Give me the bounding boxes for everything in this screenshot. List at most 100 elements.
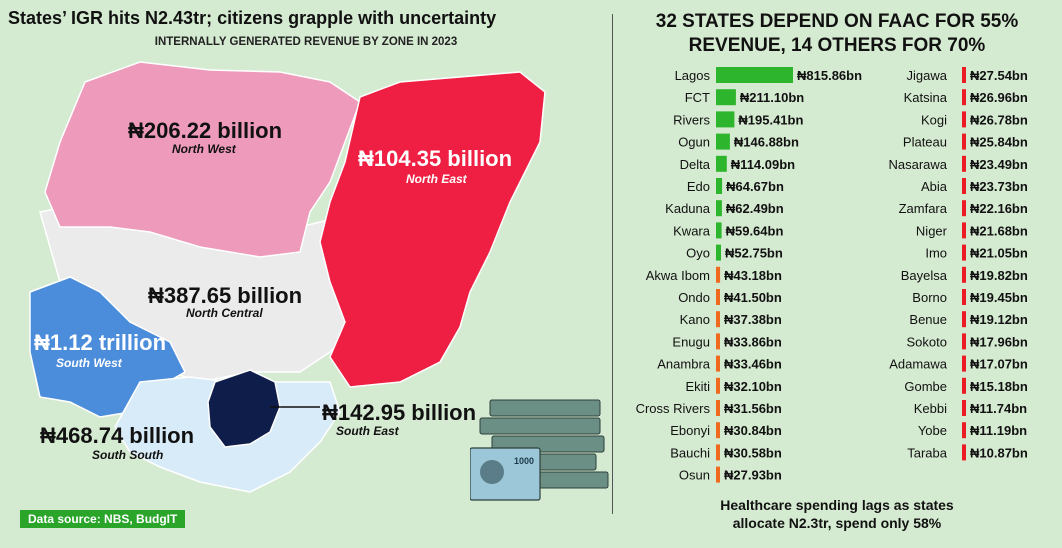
bar-category-label: Plateau: [903, 135, 947, 150]
bar: [962, 400, 966, 416]
svg-text:1000: 1000: [514, 456, 534, 466]
bar-value-label: ₦146.88bn: [734, 135, 799, 150]
bar-category-label: Delta: [680, 157, 711, 172]
north-west-name: North West: [172, 142, 236, 156]
south-east-value: ₦142.95 billion: [322, 400, 477, 425]
bar-category-label: Ogun: [678, 135, 710, 150]
bar: [962, 89, 966, 106]
bar-category-label: Adamawa: [889, 357, 948, 372]
zone-north-east: [319, 71, 546, 388]
bar-category-label: Jigawa: [907, 68, 948, 83]
bar: [962, 377, 966, 394]
bar-category-label: Ebonyi: [670, 423, 710, 438]
bar-value-label: ₦31.56bn: [724, 401, 782, 416]
south-west-name: South West: [56, 356, 122, 370]
bar: [716, 222, 722, 239]
bar-value-label: ₦23.73bn: [970, 179, 1028, 194]
bar: [716, 466, 720, 483]
bar-value-label: ₦211.10bn: [740, 90, 804, 105]
bar-value-label: ₦114.09bn: [731, 157, 795, 172]
bar: [962, 200, 966, 217]
bar: [716, 67, 793, 83]
bar-value-label: ₦30.84bn: [724, 423, 782, 438]
south-east-name: South East: [336, 424, 399, 438]
bar: [716, 155, 727, 172]
bar-value-label: ₦21.68bn: [970, 223, 1028, 238]
bar-value-label: ₦52.75bn: [725, 246, 783, 261]
bar: [716, 400, 720, 416]
bar-value-label: ₦33.86bn: [724, 334, 782, 349]
bar: [962, 178, 966, 194]
nigeria-zone-map: [29, 61, 546, 493]
bar-value-label: ₦815.86bn: [797, 68, 862, 83]
bar-category-label: Kogi: [921, 112, 947, 127]
bar-value-label: ₦195.41bn: [738, 112, 803, 127]
bar-value-label: ₦21.05bn: [970, 246, 1028, 261]
bar-category-label: Taraba: [907, 445, 948, 460]
bar-value-label: ₦11.74bn: [970, 401, 1027, 416]
bar-category-label: Anambra: [657, 357, 711, 372]
bar-value-label: ₦37.38bn: [724, 312, 782, 327]
right-title-line-2: REVENUE, 14 OTHERS FOR 70%: [688, 35, 986, 56]
bar-category-label: Gombe: [904, 379, 947, 394]
bar: [716, 266, 721, 283]
bar-value-label: ₦10.87bn: [970, 445, 1028, 460]
bar-value-label: ₦27.54bn: [970, 68, 1028, 83]
left-subtitle: INTERNALLY GENERATED REVENUE BY ZONE IN …: [154, 36, 458, 48]
north-west-value: ₦206.22 billion: [128, 118, 283, 143]
bar-category-label: Rivers: [673, 112, 710, 127]
bar-value-label: ₦23.49bn: [970, 157, 1028, 172]
bar-category-label: Kwara: [673, 223, 711, 238]
faac-dependence-bar-chart: Lagos ₦815.86bn FCT ₦211.10bn Rivers ₦195.41b…: [636, 67, 1028, 483]
data-source-badge: Data source: NBS, BudgIT: [20, 510, 186, 528]
bar-value-label: ₦26.96bn: [970, 90, 1028, 105]
bar-category-label: Sokoto: [907, 334, 947, 349]
bar-category-label: Enugu: [672, 334, 710, 349]
bar: [716, 200, 722, 217]
bar: [716, 133, 730, 150]
bar: [716, 289, 720, 305]
bar-category-label: Akwa Ibom: [646, 268, 710, 283]
bar-value-label: ₦15.18bn: [970, 379, 1028, 394]
south-west-value: ₦1.12 trillion: [34, 330, 167, 355]
bar-value-label: ₦41.50bn: [724, 290, 782, 305]
bar-value-label: ₦27.93bn: [724, 468, 782, 483]
bar: [962, 444, 966, 461]
bar-category-label: Abia: [921, 179, 948, 194]
bar: [962, 311, 966, 328]
bar-category-label: Lagos: [675, 68, 711, 83]
bar: [716, 178, 723, 194]
bar: [962, 355, 966, 372]
bar-category-label: Ondo: [678, 290, 710, 305]
bar: [962, 289, 966, 305]
bar: [716, 311, 720, 328]
bar-category-label: Zamfara: [899, 201, 948, 216]
bar: [962, 222, 966, 239]
bar: [962, 333, 966, 350]
bar: [962, 422, 966, 439]
north-east-name: North East: [406, 172, 467, 186]
zone-south-east: [207, 369, 281, 448]
bar: [716, 89, 736, 106]
bar-value-label: ₦25.84bn: [970, 135, 1028, 150]
bar: [962, 155, 966, 172]
bar: [962, 244, 966, 261]
right-title-line-1: 32 STATES DEPEND ON FAAC FOR 55%: [655, 11, 1019, 32]
bar-value-label: ₦11.19bn: [970, 423, 1027, 438]
bar-category-label: Oyo: [686, 246, 710, 261]
bar-value-label: ₦17.96bn: [970, 334, 1028, 349]
zone-north-west: [44, 61, 361, 258]
bar: [716, 422, 720, 439]
north-east-value: ₦104.35 billion: [358, 146, 513, 171]
bar: [716, 244, 721, 261]
bar-value-label: ₦19.45bn: [970, 290, 1028, 305]
bar-value-label: ₦43.18bn: [724, 268, 782, 283]
bar-value-label: ₦19.82bn: [970, 268, 1028, 283]
right-footer: Healthcare spending lags as states alloc…: [612, 496, 1062, 532]
bar-category-label: Imo: [925, 246, 947, 261]
bar: [716, 333, 720, 350]
bar: [716, 444, 720, 461]
bar-category-label: Niger: [916, 223, 948, 238]
bar-value-label: ₦22.16bn: [970, 201, 1028, 216]
bar: [716, 355, 720, 372]
